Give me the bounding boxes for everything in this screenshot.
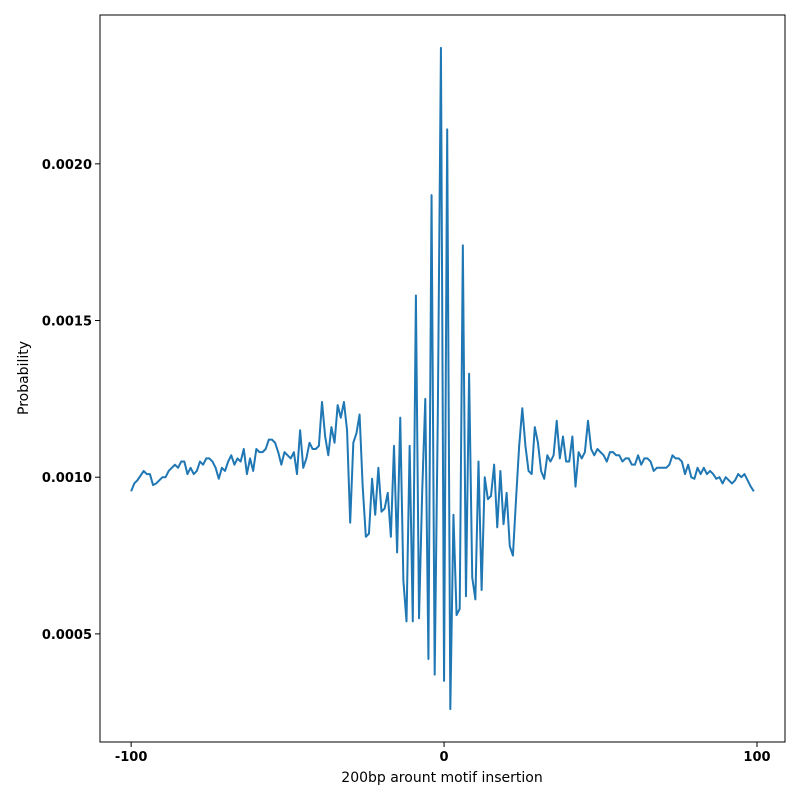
- y-axis-label: Probability: [16, 341, 32, 415]
- x-axis-label: 200bp arount motif insertion: [341, 770, 542, 786]
- plot-frame: [99, 14, 786, 743]
- y-tick-label: 0.0020: [42, 158, 92, 173]
- y-tick-label: 0.0005: [42, 628, 92, 643]
- x-tick-label: -100: [115, 750, 148, 765]
- data-line: [130, 46, 755, 711]
- y-tick-label: 0.0010: [42, 471, 92, 486]
- x-tick-label: 100: [743, 750, 770, 765]
- y-tick-label: 0.0015: [42, 315, 92, 330]
- x-tick-label: 0: [440, 750, 449, 765]
